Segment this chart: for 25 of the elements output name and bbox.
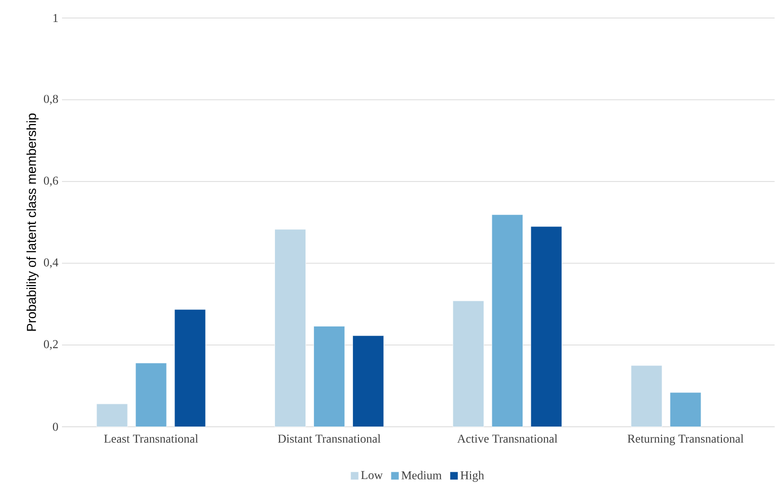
bar [530, 226, 562, 428]
legend-label: High [460, 471, 484, 482]
bar [670, 392, 702, 428]
x-tick-label: Returning Transnational [628, 434, 744, 446]
bar [630, 365, 662, 428]
legend-label: Low [361, 471, 383, 480]
y-tick-label: 0,4 [44, 258, 58, 268]
bar [135, 362, 167, 428]
bar [452, 300, 484, 428]
x-tick-label: Least Transnational [104, 434, 198, 443]
y-tick-label: 0,8 [44, 94, 58, 105]
y-tick-label: 0,6 [44, 176, 58, 187]
y-tick-label: 0,2 [44, 340, 58, 350]
bar [314, 326, 345, 428]
y-tick-label: 0 [52, 422, 58, 431]
y-axis-title: Probability of latent class membership [26, 114, 39, 331]
bar [174, 309, 206, 428]
legend-label: Medium [402, 471, 442, 480]
x-tick-label: Active Transnational [457, 434, 558, 443]
bar [274, 229, 306, 428]
x-tick-label: Distant Transnational [278, 434, 381, 443]
bar [96, 404, 128, 428]
bar [492, 214, 524, 428]
bar [352, 336, 384, 428]
y-tick-label: 1 [53, 14, 58, 22]
